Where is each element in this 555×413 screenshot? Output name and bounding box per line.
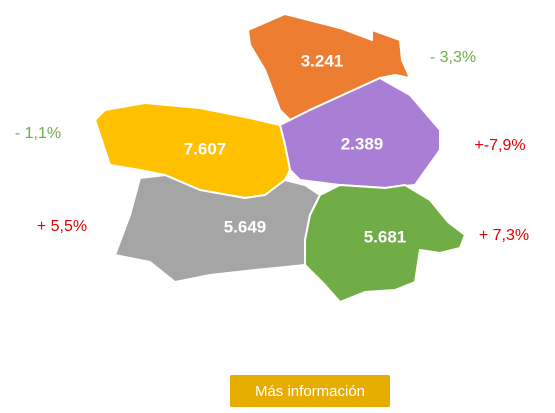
more-info-button[interactable]: Más información bbox=[230, 375, 390, 407]
region-value: 2.389 bbox=[341, 134, 384, 153]
region-change: - 3,3% bbox=[430, 49, 476, 66]
region-change: + 5,5% bbox=[37, 218, 87, 235]
region-change: +-7,9% bbox=[474, 137, 525, 154]
button-background[interactable] bbox=[230, 375, 390, 407]
region-yellow bbox=[94, 102, 291, 199]
region-green bbox=[304, 184, 466, 303]
button-label[interactable]: Más información bbox=[255, 383, 365, 400]
region-change: + 7,3% bbox=[479, 227, 529, 244]
region-value: 3.241 bbox=[301, 51, 344, 70]
region-change: - 1,1% bbox=[15, 125, 61, 142]
region-value: 5.649 bbox=[224, 217, 267, 236]
region-orange bbox=[247, 13, 411, 121]
region-value: 5.681 bbox=[364, 227, 407, 246]
region-value: 7.607 bbox=[184, 139, 227, 158]
